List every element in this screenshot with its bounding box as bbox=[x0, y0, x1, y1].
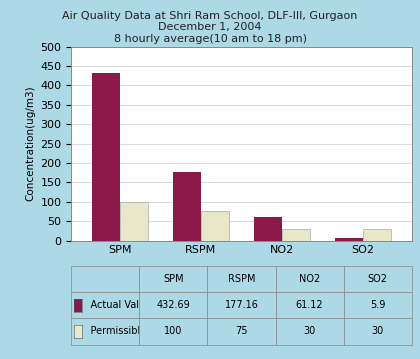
Bar bbox=[173, 172, 201, 241]
Bar bbox=[363, 229, 391, 241]
Bar bbox=[92, 73, 120, 241]
Y-axis label: Concentration(ug/m3): Concentration(ug/m3) bbox=[25, 86, 35, 201]
Bar bbox=[335, 238, 363, 241]
Text: Air Quality Data at Shri Ram School, DLF-III, Gurgaon
December 1, 2004
8 hourly : Air Quality Data at Shri Ram School, DLF… bbox=[62, 11, 358, 44]
Bar bbox=[254, 217, 282, 241]
Bar bbox=[120, 202, 148, 241]
Bar bbox=[282, 229, 310, 241]
Bar bbox=[201, 211, 229, 241]
